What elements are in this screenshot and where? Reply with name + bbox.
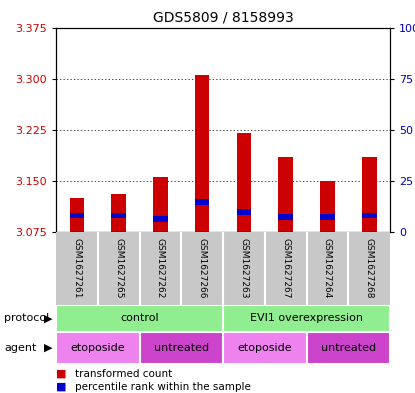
Bar bbox=[195, 75, 210, 232]
Bar bbox=[56, 305, 223, 332]
Bar bbox=[307, 332, 390, 364]
Text: agent: agent bbox=[4, 343, 37, 353]
Text: percentile rank within the sample: percentile rank within the sample bbox=[75, 382, 251, 392]
Bar bbox=[278, 214, 293, 220]
Bar bbox=[153, 177, 168, 232]
Text: control: control bbox=[120, 313, 159, 323]
Title: GDS5809 / 8158993: GDS5809 / 8158993 bbox=[153, 11, 293, 25]
Text: ■: ■ bbox=[56, 369, 66, 379]
Bar bbox=[320, 181, 335, 232]
Bar bbox=[362, 157, 376, 232]
Text: ■: ■ bbox=[56, 382, 66, 392]
Text: untreated: untreated bbox=[321, 343, 376, 353]
Bar bbox=[362, 213, 376, 218]
Text: protocol: protocol bbox=[4, 313, 49, 323]
Bar bbox=[111, 213, 126, 218]
Text: transformed count: transformed count bbox=[75, 369, 172, 379]
Bar bbox=[223, 332, 307, 364]
Bar bbox=[70, 213, 84, 218]
Bar bbox=[70, 198, 84, 232]
Text: GSM1627267: GSM1627267 bbox=[281, 238, 290, 298]
Bar bbox=[195, 199, 210, 205]
Text: GSM1627263: GSM1627263 bbox=[239, 238, 249, 298]
Text: GSM1627268: GSM1627268 bbox=[365, 238, 374, 298]
Text: ▶: ▶ bbox=[44, 313, 52, 323]
Text: etoposide: etoposide bbox=[71, 343, 125, 353]
Bar bbox=[237, 133, 251, 232]
Bar bbox=[278, 157, 293, 232]
Bar bbox=[111, 195, 126, 232]
Bar bbox=[56, 332, 139, 364]
Bar bbox=[237, 209, 251, 215]
Text: GSM1627264: GSM1627264 bbox=[323, 238, 332, 298]
Text: GSM1627266: GSM1627266 bbox=[198, 238, 207, 298]
Text: untreated: untreated bbox=[154, 343, 209, 353]
Text: GSM1627261: GSM1627261 bbox=[72, 238, 81, 298]
Bar bbox=[153, 216, 168, 222]
Text: GSM1627262: GSM1627262 bbox=[156, 238, 165, 298]
Bar bbox=[139, 332, 223, 364]
Bar bbox=[320, 214, 335, 220]
Text: ▶: ▶ bbox=[44, 343, 52, 353]
Text: EVI1 overexpression: EVI1 overexpression bbox=[250, 313, 363, 323]
Text: etoposide: etoposide bbox=[237, 343, 292, 353]
Text: GSM1627265: GSM1627265 bbox=[114, 238, 123, 298]
Bar bbox=[223, 305, 390, 332]
